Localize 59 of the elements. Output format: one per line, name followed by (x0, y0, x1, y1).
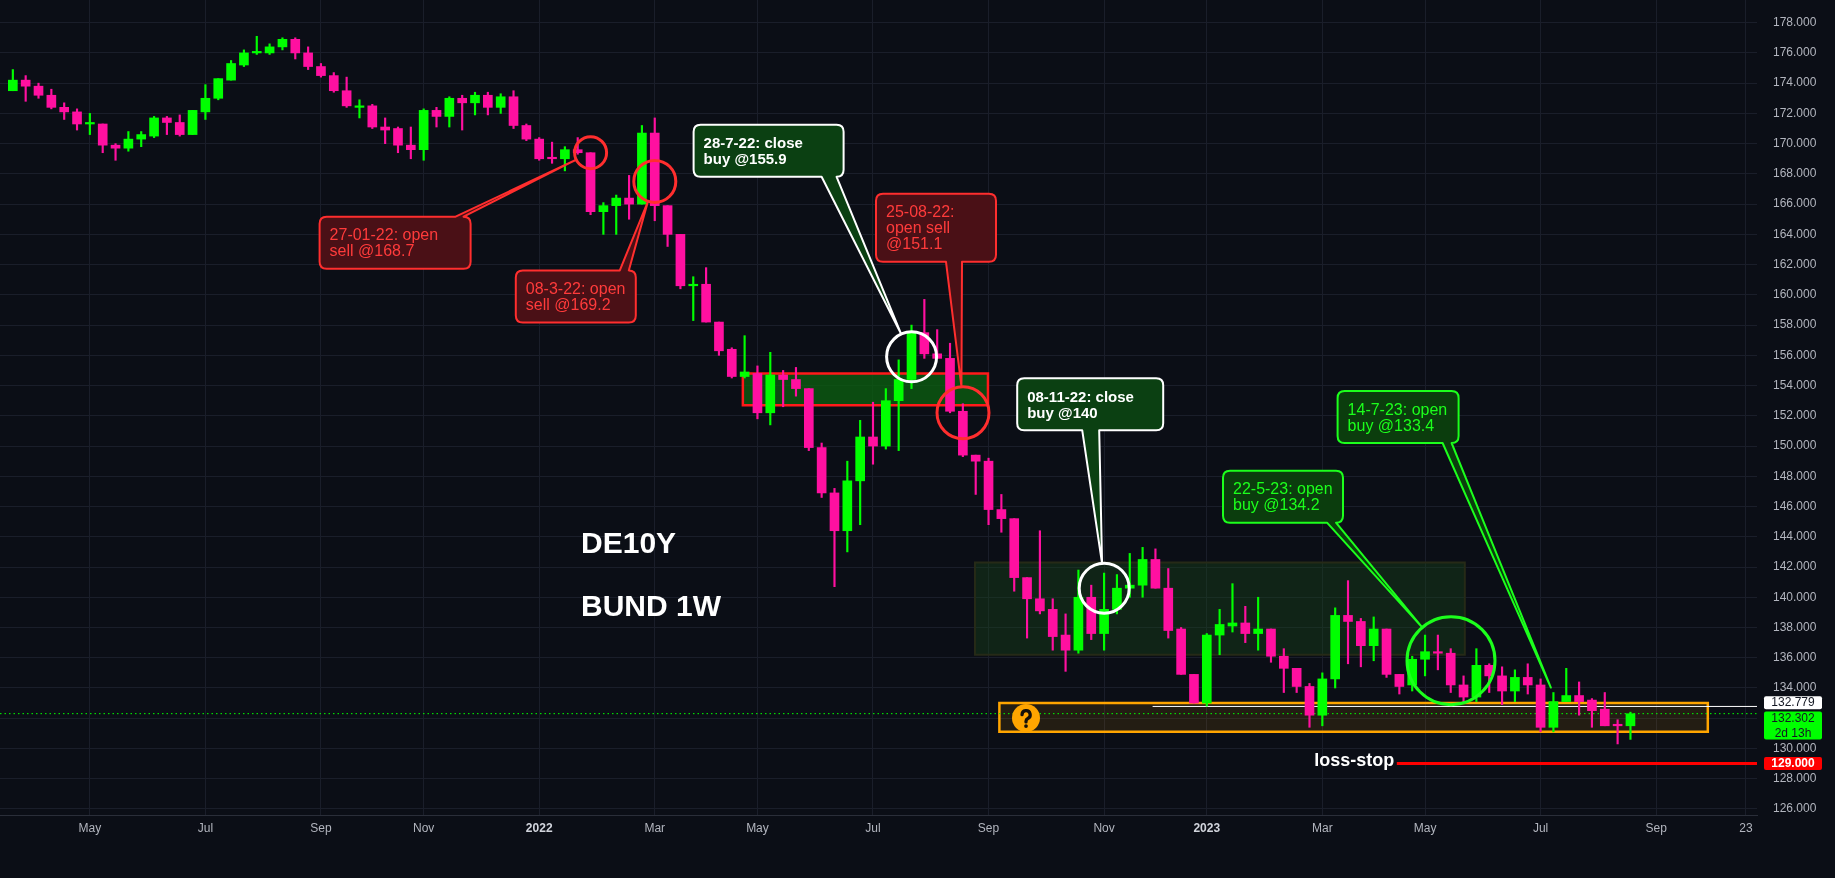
y-tick-label: 142.000 (1773, 559, 1817, 574)
x-tick-label: May (78, 820, 102, 835)
y-tick-label: 172.000 (1773, 105, 1817, 120)
y-tick-label: 148.000 (1773, 468, 1817, 483)
candlestick (1060, 613, 1071, 672)
x-tick-label: Nov (1093, 820, 1115, 835)
y-tick-label: 144.000 (1773, 529, 1817, 544)
x-tick-label: May (1413, 820, 1437, 835)
x-tick-label: Nov (412, 820, 435, 835)
y-tick-label: 130.000 (1773, 740, 1817, 755)
y-tick-label: 140.000 (1773, 589, 1817, 604)
y-tick-label: 156.000 (1773, 347, 1817, 362)
y-tick-label: 166.000 (1773, 196, 1817, 211)
y-tick-label: 134.000 (1773, 680, 1817, 695)
annotation: 27-01-22: open sell @168.7 (329, 226, 439, 260)
x-tick-label: Sep (310, 820, 332, 835)
y-tick-label: 138.000 (1773, 619, 1817, 634)
annotation: 28-7-22: close buy @155.9 (703, 134, 803, 168)
y-tick-label: 176.000 (1773, 45, 1817, 60)
y-tick-label: 126.000 (1773, 801, 1817, 816)
y-tick-label: 152.000 (1773, 408, 1817, 423)
y-tick-label: 158.000 (1773, 317, 1817, 332)
text: DE10Y (581, 526, 677, 560)
x-tick-label: Sep (977, 820, 1000, 835)
y-tick-label: 136.000 (1773, 650, 1817, 665)
y-tick-label: 146.000 (1773, 498, 1817, 513)
y-tick-label: 168.000 (1773, 166, 1817, 181)
annotation: 08-11-22: close buy @140 (1027, 387, 1134, 421)
candlestick (110, 143, 121, 161)
annotation: 08-3-22: open sell @169.2 (525, 279, 626, 313)
y-tick-label: 170.000 (1773, 135, 1817, 150)
x-tick-label: Jul (1532, 820, 1549, 835)
annotation: 25-08-22: open sell @151.1 (886, 203, 955, 253)
y-tick-label: 164.000 (1773, 226, 1817, 241)
y-tick-label: 128.000 (1773, 771, 1817, 786)
y-tick-label: 174.000 (1773, 75, 1817, 90)
x-tick-label: Jul (865, 820, 881, 835)
y-tick-label: 150.000 (1773, 438, 1817, 453)
x-tick-label: 2023 (1193, 820, 1221, 835)
x-tick-label: Mar (644, 820, 666, 835)
x-tick-label: Jul (197, 820, 214, 835)
x-tick-label: 2022 (525, 820, 553, 835)
annotation: loss-stop (1314, 749, 1395, 770)
y-tick-label: 160.000 (1773, 287, 1817, 302)
candlestick (688, 276, 699, 321)
ref-line-label: 129.000 (1771, 756, 1816, 771)
x-tick-label: Mar (1312, 820, 1333, 835)
x-tick-label: May (746, 820, 769, 835)
y-tick-label: 178.000 (1773, 14, 1817, 29)
x-tick-label: 23 (1739, 820, 1753, 835)
x-tick-label: Sep (1645, 820, 1668, 835)
ref-line-label: 132.779 (1771, 695, 1816, 710)
annotation: 14-7-23: open buy @133.4 (1347, 400, 1448, 434)
y-tick-label: 162.000 (1773, 256, 1817, 271)
text: BUND 1W (581, 589, 722, 623)
text: 2d 13h (1774, 725, 1812, 740)
y-tick-label: 154.000 (1773, 377, 1817, 392)
ref-line-label: 132.302 (1771, 710, 1816, 725)
annotation: 22-5-23: open buy @134.2 (1233, 480, 1333, 514)
